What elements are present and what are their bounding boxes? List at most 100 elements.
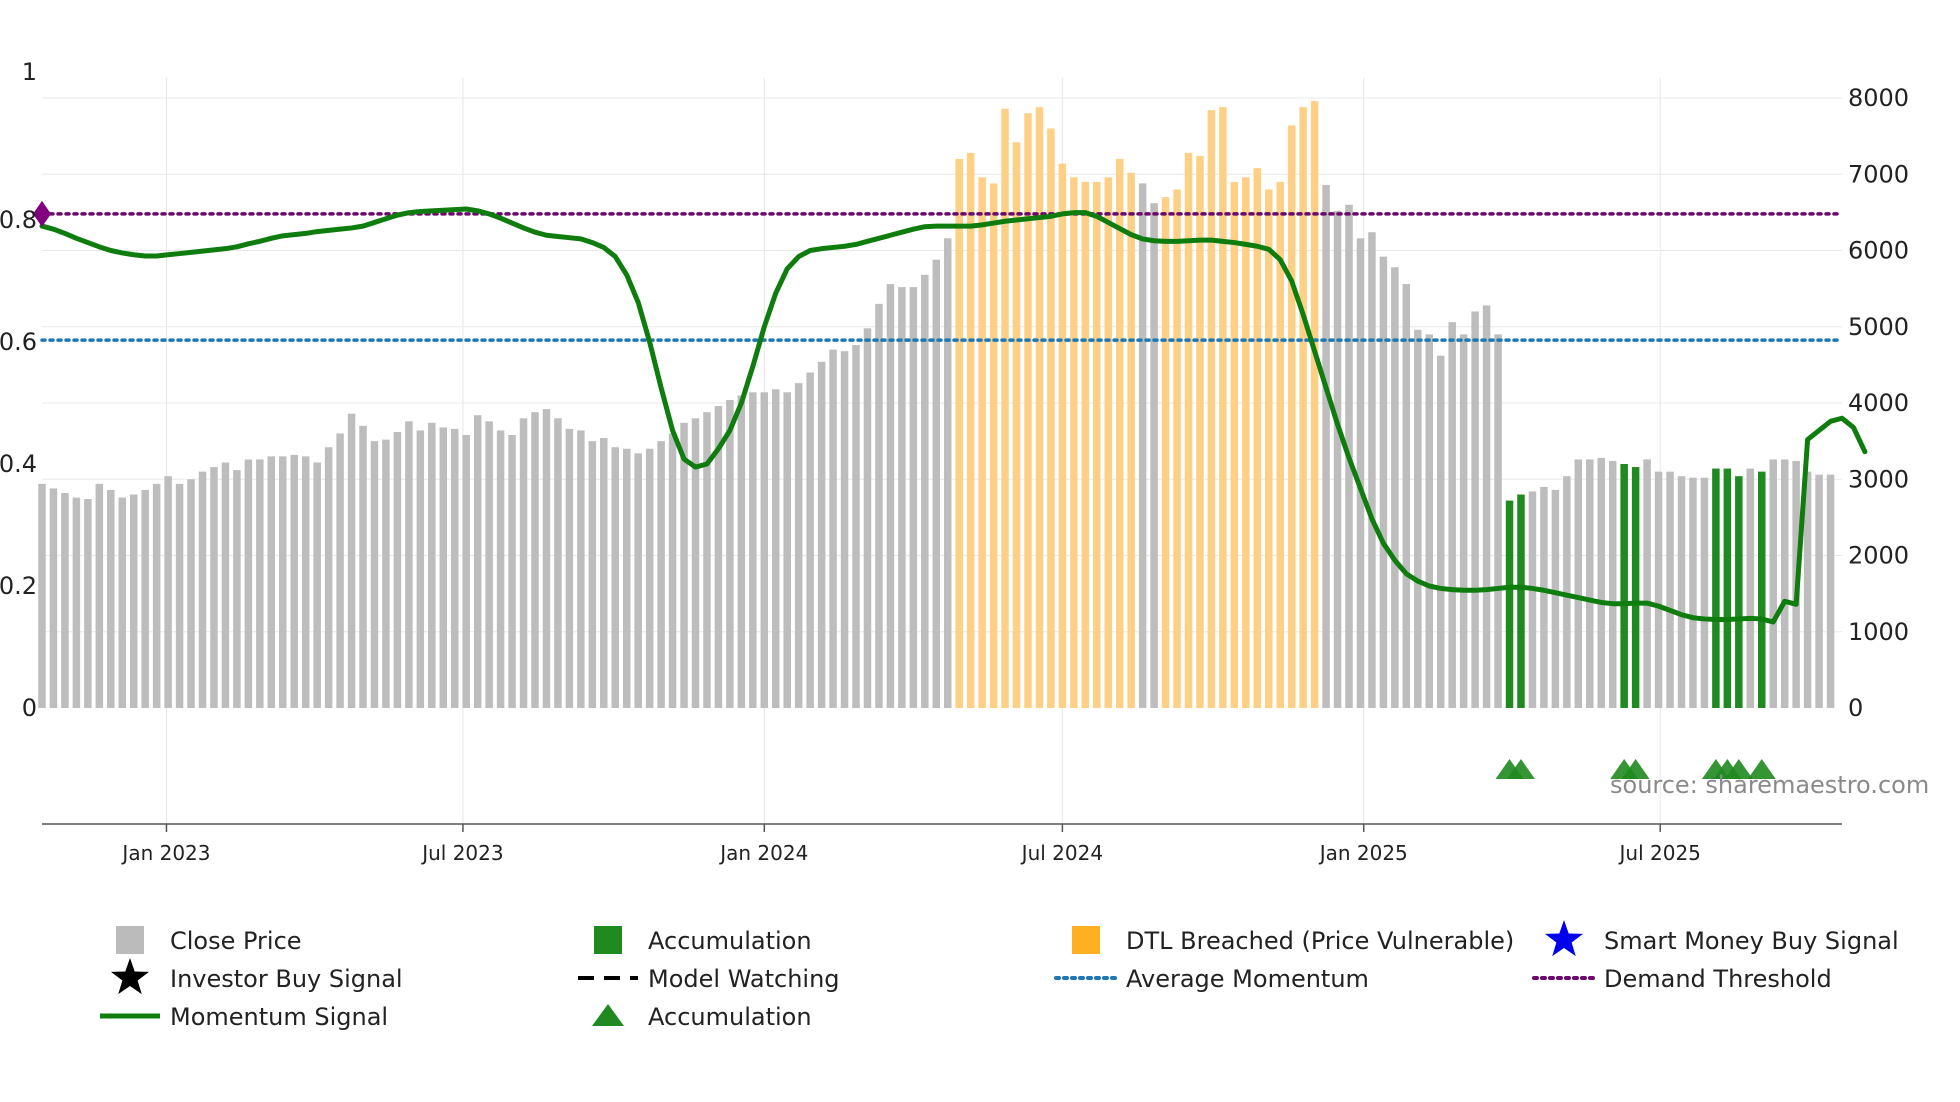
price-bar [221, 462, 230, 708]
price-bar [1780, 459, 1789, 708]
price-bar [1161, 197, 1170, 709]
price-bar [473, 415, 482, 708]
price-bar [840, 351, 849, 708]
price-bar [760, 392, 769, 708]
price-bar [1219, 107, 1227, 708]
price-bar [1758, 471, 1766, 709]
price-bar [955, 159, 963, 708]
price-bar [577, 430, 585, 708]
price-bar [668, 433, 677, 708]
price-bar [1265, 189, 1273, 708]
price-bar [1471, 311, 1479, 708]
price-bar [978, 177, 986, 709]
price-bar [324, 447, 333, 708]
investor-buy-signal-label: Investor Buy Signal [170, 965, 403, 993]
price-bar [95, 483, 104, 708]
price-bar [921, 274, 929, 708]
price-bar [1517, 494, 1525, 708]
legend-entry: Accumulation [594, 926, 812, 955]
price-bar [703, 412, 711, 708]
accumulation-swatch [594, 926, 622, 954]
price-bar [1586, 459, 1594, 708]
average-momentum-label: Average Momentum [1126, 965, 1369, 993]
price-bar [370, 441, 379, 709]
source-attribution: source: sharemaestro.com [1610, 771, 1929, 799]
smart-money-buy-signal-star-icon [1544, 920, 1584, 957]
price-bar [1494, 334, 1502, 709]
price-bar [290, 454, 298, 708]
legend-entry: Demand Threshold [1532, 965, 1832, 993]
price-bar [657, 441, 665, 709]
momentum-signal-line [39, 206, 1868, 625]
price-bar [519, 418, 528, 708]
axes: 0 0.2 0.4 0.6 0.8 1 0 1000 2000 3000 4000 5000 6000 7… [0, 58, 1909, 865]
price-bar [1459, 334, 1468, 709]
price-bar [1230, 181, 1239, 709]
momentum-signal-label: Momentum Signal [170, 1003, 388, 1031]
price-bar [1368, 232, 1376, 708]
price-bar [496, 430, 505, 708]
price-bar [1712, 468, 1720, 708]
price-bar [279, 456, 287, 709]
x-tick-label: Jan 2025 [1318, 841, 1408, 865]
price-bar [1563, 476, 1571, 708]
legend-entry: Model Watching [578, 965, 840, 993]
price-bar [1402, 284, 1411, 708]
price-bar [634, 453, 642, 708]
price-bar [600, 438, 608, 708]
demand-threshold-label: Demand Threshold [1604, 965, 1832, 993]
price-bar [611, 447, 619, 708]
price-bar [485, 421, 493, 708]
price-bar [347, 413, 356, 708]
price-bar [1287, 125, 1296, 708]
price-bar [1677, 476, 1686, 708]
price-bar [439, 427, 448, 708]
price-bar [1391, 267, 1399, 708]
model-watching-label: Model Watching [648, 965, 840, 993]
momentum-line [39, 206, 1868, 625]
price-bar [1242, 177, 1250, 709]
price-bar [72, 497, 81, 708]
price-bar [187, 479, 195, 708]
price-bar [1643, 459, 1651, 708]
price-bar [1115, 159, 1124, 708]
dtl-breached-price-vulnerable-label: DTL Breached (Price Vulnerable) [1126, 927, 1514, 955]
price-bar [301, 456, 310, 709]
right-tick-label: 3000 [1848, 465, 1909, 493]
price-bar [462, 435, 470, 708]
price-bar [1322, 184, 1330, 709]
price-bar [1631, 467, 1640, 708]
price-bar [1299, 107, 1307, 708]
price-bar [749, 392, 757, 708]
price-bar [210, 467, 218, 708]
legend-entry: Momentum Signal [100, 1003, 388, 1031]
price-bar [118, 497, 126, 708]
close-price-label: Close Price [170, 927, 302, 955]
price-bar [38, 483, 46, 708]
price-bar [1803, 471, 1812, 709]
price-bar [1551, 489, 1560, 708]
demand-threshold-diamond [33, 200, 51, 227]
price-bar [152, 483, 161, 708]
price-bar [1081, 181, 1090, 709]
right-tick-label: 1000 [1848, 618, 1909, 646]
dtl-breached-price-vulnerable-swatch [1072, 926, 1100, 954]
price-bar [1597, 457, 1605, 708]
right-tick-label: 4000 [1848, 389, 1909, 417]
right-tick-label: 0 [1848, 694, 1863, 722]
price-bar [794, 383, 803, 708]
price-bar [1425, 334, 1434, 709]
price-bar [1700, 477, 1709, 708]
price-bar [622, 448, 631, 708]
right-tick-label: 6000 [1848, 237, 1909, 265]
price-bar [1379, 256, 1388, 708]
price-bar [1448, 322, 1456, 708]
price-bar [1138, 183, 1147, 708]
price-bar [1024, 113, 1032, 708]
price-bar [393, 431, 402, 708]
accumulation-label: Accumulation [648, 927, 812, 955]
price-bar [783, 392, 791, 708]
close-price-bars [38, 101, 1835, 709]
accumulation-triangle [1506, 759, 1535, 779]
